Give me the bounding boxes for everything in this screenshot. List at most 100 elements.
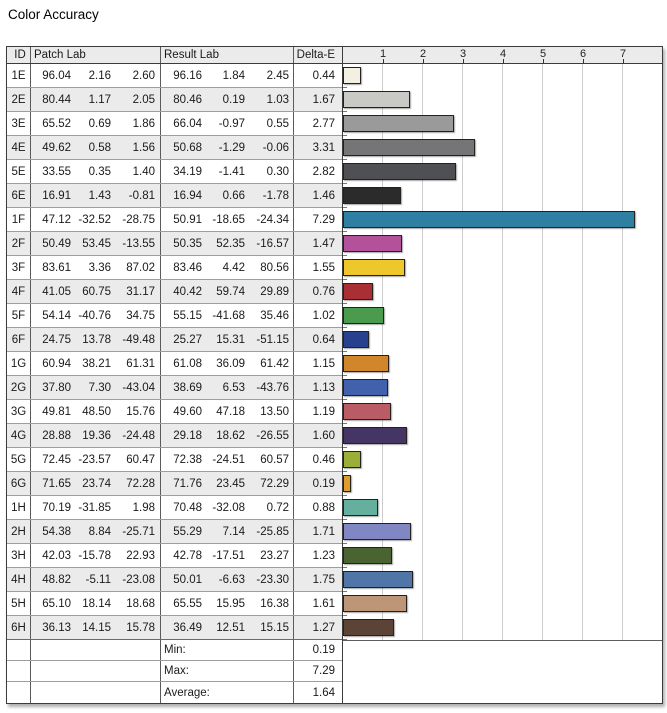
- cell-result-lab: 34.19 -1.41 0.30: [161, 160, 294, 183]
- summary-value: 1.64: [312, 686, 335, 699]
- lab-value: -24.48: [122, 429, 155, 442]
- lab-value: 15.15: [260, 621, 289, 634]
- chart-row: [343, 280, 662, 304]
- lab-value: 36.13: [42, 621, 71, 634]
- cell-patch-lab: 37.80 7.30 -43.04: [31, 376, 161, 399]
- delta-e-bar: [343, 163, 456, 180]
- cell-empty: [7, 682, 31, 703]
- lab-value: 50.35: [173, 237, 202, 250]
- chart-row: [343, 496, 662, 520]
- lab-value: 65.52: [42, 117, 71, 130]
- cell-patch-lab: 60.94 38.21 61.31: [31, 352, 161, 375]
- lab-value: -25.85: [256, 525, 289, 538]
- cell-result-lab: 80.46 0.19 1.03: [161, 88, 294, 111]
- cell-delta-e: 1.75: [312, 573, 335, 586]
- cell-patch-lab: 49.81 48.50 15.76: [31, 400, 161, 423]
- summary-value: 7.29: [312, 665, 335, 677]
- delta-e-bar: [343, 595, 407, 612]
- table-row: 6H 36.13 14.15 15.78 36.49 12.51 15.15 1.27: [7, 616, 342, 640]
- cell-delta-e: 1.23: [312, 549, 335, 562]
- delta-e-bar: [343, 427, 407, 444]
- table-row: 4G 28.88 19.36 -24.48 29.18 18.62 -26.55 1.60: [7, 424, 342, 448]
- chart-row: [343, 208, 662, 232]
- lab-value: -25.71: [122, 525, 155, 538]
- table-row: 2E 80.44 1.17 2.05 80.46 0.19 1.03 1.67: [7, 88, 342, 112]
- cell-delta-e: 0.46: [312, 453, 335, 466]
- lab-value: 71.76: [173, 477, 202, 490]
- cell-delta-e: 1.27: [312, 621, 335, 634]
- lab-value: 59.74: [216, 285, 245, 298]
- table-row: 3H 42.03 -15.78 22.93 42.78 -17.51 23.27 1.23: [7, 544, 342, 568]
- delta-e-bar: [343, 379, 388, 396]
- table-row: 6G 71.65 23.74 72.28 71.76 23.45 72.29 0.19: [7, 472, 342, 496]
- lab-value: 2.45: [266, 69, 289, 82]
- lab-value: 2.05: [132, 93, 155, 106]
- cell-empty: [7, 640, 31, 660]
- cell-patch-id: 4H: [7, 568, 31, 591]
- cell-delta-e: 7.29: [312, 213, 335, 226]
- lab-value: -23.57: [78, 453, 111, 466]
- delta-e-bar: [343, 259, 405, 276]
- cell-patch-lab: 70.19 -31.85 1.98: [31, 496, 161, 519]
- cell-patch-id: 2H: [7, 520, 31, 543]
- table-row: 5G 72.45 -23.57 60.47 72.38 -24.51 60.57 0.46: [7, 448, 342, 472]
- cell-patch-id: 1G: [7, 352, 31, 375]
- cell-patch-lab: 72.45 -23.57 60.47: [31, 448, 161, 471]
- lab-value: 34.75: [126, 309, 155, 322]
- lab-value: 6.53: [222, 381, 245, 394]
- delta-e-bar: [343, 355, 389, 372]
- table-row: 2G 37.80 7.30 -43.04 38.69 6.53 -43.76 1.13: [7, 376, 342, 400]
- cell-patch-id: 4G: [7, 424, 31, 447]
- lab-value: 71.65: [42, 477, 71, 490]
- cell-patch-id: 2E: [7, 88, 31, 111]
- lab-value: 49.81: [42, 405, 71, 418]
- cell-patch-lab: 36.13 14.15 15.78: [31, 616, 161, 639]
- lab-value: -49.48: [122, 333, 155, 346]
- lab-value: -1.41: [218, 165, 245, 178]
- table-left-columns: ID Patch Lab Result Lab Delta-E 1E 96.04 2…: [7, 47, 342, 703]
- lab-value: 60.94: [42, 357, 71, 370]
- lab-value: 2.60: [132, 69, 155, 82]
- lab-value: 33.55: [42, 165, 71, 178]
- table-row: 1G 60.94 38.21 61.31 61.08 36.09 61.42 1.15: [7, 352, 342, 376]
- table-header-row: ID Patch Lab Result Lab Delta-E: [7, 47, 342, 64]
- cell-delta-e: 1.02: [312, 309, 335, 322]
- cell-patch-id: 3E: [7, 112, 31, 135]
- axis-tick-mark: [423, 59, 424, 63]
- cell-patch-lab: 50.49 53.45 -13.55: [31, 232, 161, 255]
- lab-value: 1.17: [88, 93, 111, 106]
- table-row: 6F 24.75 13.78 -49.48 25.27 15.31 -51.15 0.64: [7, 328, 342, 352]
- lab-value: 53.45: [82, 237, 111, 250]
- chart-row: [343, 184, 662, 208]
- cell-patch-id: 4E: [7, 136, 31, 159]
- cell-empty: [7, 661, 31, 681]
- lab-value: -32.52: [78, 213, 111, 226]
- axis-tick-mark: [543, 59, 544, 63]
- lab-value: 72.29: [260, 477, 289, 490]
- lab-value: 15.95: [216, 597, 245, 610]
- lab-value: 48.50: [82, 405, 111, 418]
- cell-patch-lab: 54.38 8.84 -25.71: [31, 520, 161, 543]
- lab-value: 1.86: [132, 117, 155, 130]
- cell-patch-id: 2F: [7, 232, 31, 255]
- delta-e-bar: [343, 619, 394, 636]
- lab-value: 14.15: [82, 621, 111, 634]
- lab-value: 60.57: [260, 453, 289, 466]
- cell-result-lab: 49.60 47.18 13.50: [161, 400, 294, 423]
- table-row: 2H 54.38 8.84 -25.71 55.29 7.14 -25.85 1.71: [7, 520, 342, 544]
- chart-row: [343, 328, 662, 352]
- lab-value: 50.91: [173, 213, 202, 226]
- chart-row: [343, 256, 662, 280]
- lab-value: 50.68: [173, 141, 202, 154]
- cell-patch-lab: 33.55 0.35 1.40: [31, 160, 161, 183]
- lab-value: 70.19: [42, 501, 71, 514]
- lab-value: 48.82: [42, 573, 71, 586]
- table-row: 3E 65.52 0.69 1.86 66.04 -0.97 0.55 2.77: [7, 112, 342, 136]
- cell-delta-e: 1.67: [312, 93, 335, 106]
- lab-value: 8.84: [88, 525, 111, 538]
- lab-value: 61.08: [173, 357, 202, 370]
- lab-value: -43.76: [256, 381, 289, 394]
- cell-result-lab: 96.16 1.84 2.45: [161, 64, 294, 87]
- cell-delta-e: 0.64: [312, 333, 335, 346]
- page-title: Color Accuracy: [8, 7, 99, 22]
